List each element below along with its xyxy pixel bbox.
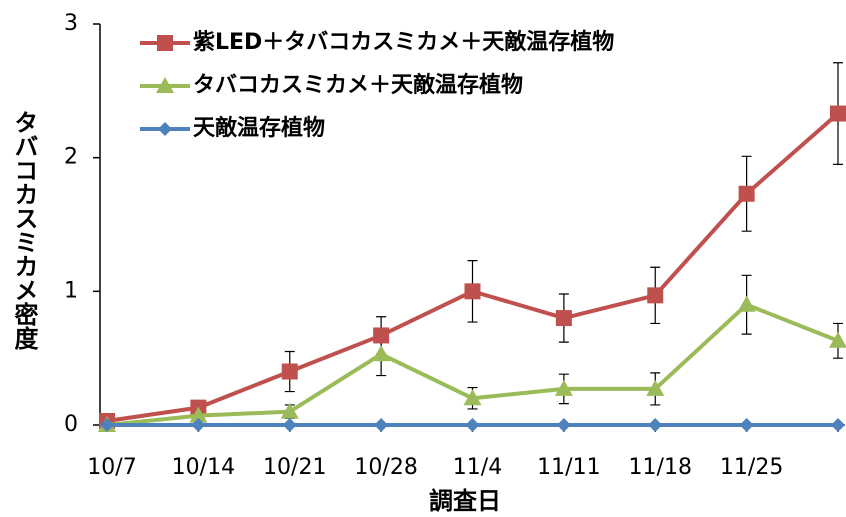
x-tick-label: 10/21 <box>263 455 326 480</box>
y-tick-label: 1 <box>64 278 78 303</box>
marker <box>463 389 482 406</box>
x-axis-title: 調査日 <box>429 487 501 515</box>
legend-marker <box>157 35 173 51</box>
y-tick-label: 3 <box>64 11 78 36</box>
x-tick-label: 11/4 <box>453 455 502 480</box>
marker <box>555 310 572 327</box>
marker <box>829 331 846 348</box>
marker <box>281 363 298 380</box>
legend-marker <box>158 122 172 136</box>
marker <box>648 418 663 432</box>
marker <box>189 406 208 423</box>
legend-label: 紫LED＋タバコカスミカメ＋天敵温存植物 <box>193 29 614 55</box>
x-tick-label: 10/28 <box>354 455 417 480</box>
x-tick-label: 11/18 <box>629 455 692 480</box>
x-tick-label: 10/14 <box>172 455 235 480</box>
marker <box>554 379 573 396</box>
marker <box>465 418 480 432</box>
marker <box>373 327 390 344</box>
x-tick-label: 11/11 <box>537 455 600 480</box>
y-tick-label: 2 <box>64 145 78 170</box>
marker <box>831 418 845 432</box>
marker <box>282 418 297 432</box>
marker <box>646 379 665 396</box>
marker <box>191 418 206 432</box>
marker <box>556 418 571 432</box>
marker <box>464 283 481 300</box>
legend-label: 天敵温存植物 <box>193 115 325 141</box>
marker <box>280 402 299 419</box>
legend-marker <box>156 77 174 93</box>
marker <box>374 418 389 432</box>
y-tick-label: 0 <box>64 412 78 437</box>
marker <box>372 345 391 362</box>
marker <box>100 418 114 432</box>
y-axis-title: タバコカスミカメ密度 <box>10 110 38 351</box>
marker <box>739 418 754 432</box>
marker <box>737 295 756 312</box>
x-tick-label: 11/25 <box>720 455 783 480</box>
marker <box>647 287 664 304</box>
x-tick-label: 10/7 <box>87 455 136 480</box>
marker <box>830 105 846 122</box>
legend-label: タバコカスミカメ＋天敵温存植物 <box>193 72 523 98</box>
marker <box>738 185 755 202</box>
